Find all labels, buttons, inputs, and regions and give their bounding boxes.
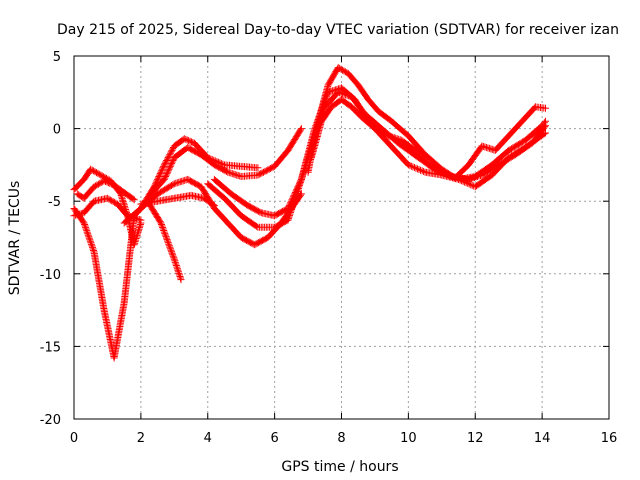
x-tick-label: 0 bbox=[70, 431, 78, 446]
x-tick-label: 2 bbox=[137, 431, 145, 446]
x-tick-label: 8 bbox=[337, 431, 345, 446]
y-tick-label: 5 bbox=[53, 50, 61, 65]
series-track-b bbox=[70, 165, 145, 249]
x-tick-label: 10 bbox=[400, 431, 417, 446]
data-marks bbox=[70, 64, 549, 362]
series-track-h bbox=[137, 191, 218, 210]
y-tick-label: -20 bbox=[40, 413, 61, 428]
plus-markers bbox=[70, 165, 145, 249]
x-tick-label: 12 bbox=[467, 431, 484, 446]
y-tick-label: -10 bbox=[40, 268, 61, 283]
x-tick-label: 14 bbox=[534, 431, 551, 446]
plus-markers bbox=[73, 177, 138, 204]
y-axis-label: SDTVAR / TECUs bbox=[7, 181, 23, 296]
series-track-j bbox=[210, 88, 549, 220]
x-tick-label: 16 bbox=[601, 431, 618, 446]
series-track-l bbox=[307, 96, 549, 191]
x-tick-label: 6 bbox=[270, 431, 278, 446]
x-axis-label: GPS time / hours bbox=[281, 459, 398, 475]
plus-markers bbox=[307, 96, 549, 191]
axis-ticks: 0 2 4 6 8 10 12 14 16 5 0 -5 -10 -15 -20 bbox=[40, 50, 618, 446]
series-track-f bbox=[147, 125, 305, 198]
y-tick-label: -5 bbox=[48, 195, 61, 210]
plus-markers bbox=[147, 125, 305, 198]
grid-lines bbox=[74, 56, 609, 419]
plus-markers bbox=[137, 191, 218, 210]
series-track-d bbox=[73, 177, 138, 204]
plus-markers bbox=[210, 88, 549, 220]
y-tick-label: -15 bbox=[40, 340, 61, 355]
chart-title: Day 215 of 2025, Sidereal Day-to-day VTE… bbox=[57, 22, 619, 38]
x-tick-label: 4 bbox=[204, 431, 212, 446]
y-tick-label: 0 bbox=[53, 123, 61, 138]
